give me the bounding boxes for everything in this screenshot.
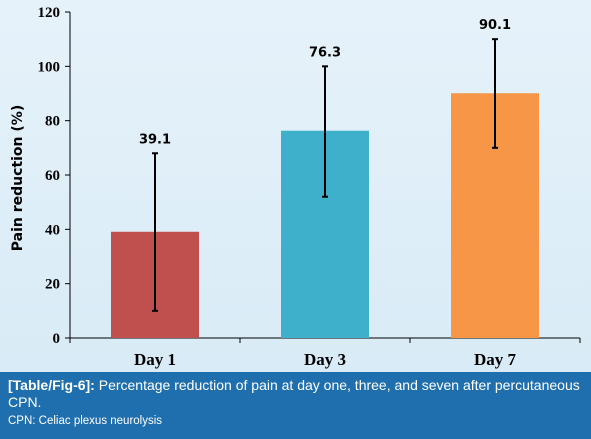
y-tick-label: 80 [45, 114, 60, 130]
value-labels: 39.1 76.3 90.1 [139, 18, 511, 147]
data-label: 76.3 [309, 45, 341, 60]
data-label: 90.1 [479, 18, 511, 33]
y-tick-label: 40 [45, 222, 60, 238]
y-tick-label: 120 [38, 5, 61, 21]
caption-abbreviation: CPN: Celiac plexus neurolysis [8, 415, 163, 427]
y-ticks: 0 20 40 60 80 100 120 [38, 5, 70, 347]
data-label: 39.1 [139, 132, 171, 147]
y-tick-label: 60 [45, 168, 60, 184]
figure-caption: [Table/Fig-6]: Percentage reduction of p… [0, 372, 591, 439]
caption-label: [Table/Fig-6]: [8, 377, 95, 393]
y-axis-title: Pain reduction (%) [10, 105, 26, 251]
y-tick-label: 100 [38, 59, 61, 75]
x-tick-label: Day 3 [304, 350, 346, 369]
y-tick-label: 20 [45, 277, 60, 293]
x-tick-label: Day 1 [134, 350, 176, 369]
error-bars [152, 38, 498, 312]
caption-text-line: [Table/Fig-6]: Percentage reduction of p… [8, 377, 583, 411]
category-labels: Day 1 Day 3 Day 7 [134, 350, 517, 369]
caption-body: Percentage reduction of pain at day one,… [8, 377, 580, 410]
y-tick-label: 0 [53, 331, 61, 347]
x-tick-label: Day 7 [474, 350, 517, 369]
